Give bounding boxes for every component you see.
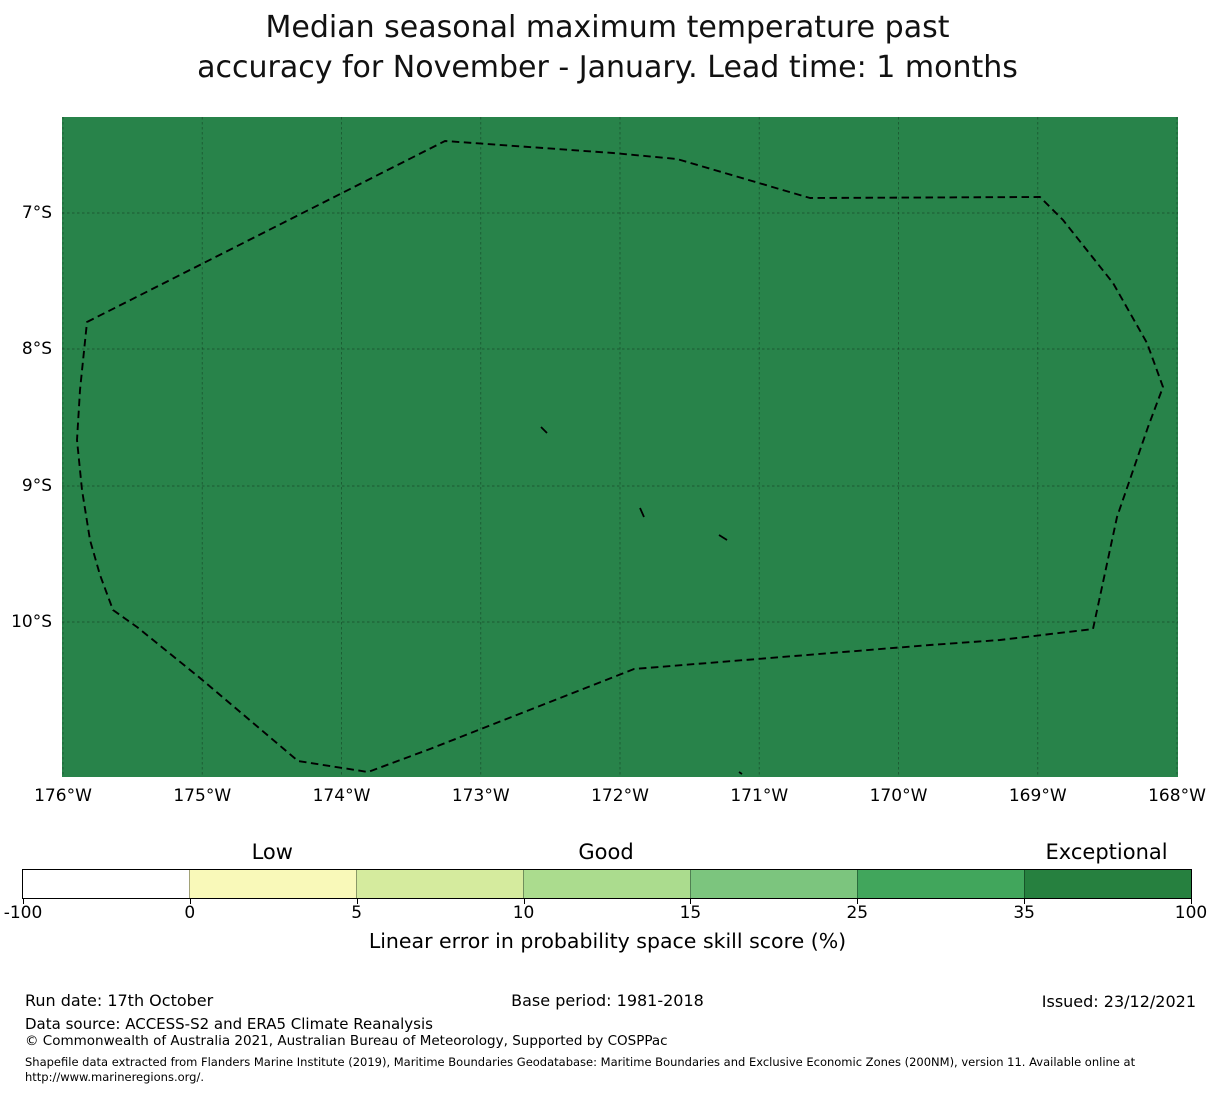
- map-plot-area: [62, 117, 1178, 777]
- colorbar-tick-label: -100: [3, 903, 43, 923]
- data-source-text: Data source: ACCESS-S2 and ERA5 Climate …: [25, 1015, 433, 1033]
- colorbar-category-label: Low: [251, 840, 293, 864]
- colorbar-tick-mark: [356, 899, 358, 904]
- colorbar-tick-label: 35: [1013, 903, 1035, 923]
- island-marks: [540, 426, 743, 775]
- colorbar-segment: [857, 870, 1024, 898]
- x-tick-label: 176°W: [34, 786, 92, 806]
- colorbar: [22, 869, 1192, 899]
- chart-title-line1: Median seasonal maximum temperature past: [265, 10, 950, 45]
- colorbar-tick-label: 10: [512, 903, 535, 923]
- colorbar-segment: [523, 870, 690, 898]
- colorbar-tick-mark: [857, 899, 859, 904]
- shapefile-attribution-text: Shapefile data extracted from Flanders M…: [25, 1055, 1210, 1085]
- colorbar-tick-label: 5: [351, 903, 363, 923]
- colorbar-tick-mark: [690, 899, 692, 904]
- x-tick-label: 169°W: [1008, 786, 1067, 806]
- copyright-text: © Commonwealth of Australia 2021, Austra…: [25, 1033, 668, 1049]
- x-tick-label: 173°W: [451, 786, 510, 806]
- colorbar-segment: [189, 870, 356, 898]
- colorbar-segment: [1024, 870, 1191, 898]
- graticule-gridlines: [62, 117, 1178, 777]
- colorbar-tick-mark: [523, 899, 525, 904]
- y-tick-label: 9°S: [21, 476, 52, 496]
- colorbar-tick-mark: [189, 899, 191, 904]
- x-tick-label: 172°W: [591, 786, 649, 806]
- base-period-text: Base period: 1981-2018: [511, 991, 704, 1010]
- x-tick-label: 171°W: [730, 786, 789, 806]
- colorbar-tick-label: 25: [846, 903, 869, 923]
- x-tick-label: 168°W: [1148, 786, 1206, 806]
- y-tick-label: 8°S: [21, 339, 52, 359]
- shapefile-attribution-line1: Shapefile data extracted from Flanders M…: [25, 1055, 1136, 1069]
- x-tick-label: 170°W: [869, 786, 928, 806]
- colorbar-tick-mark: [23, 899, 24, 904]
- y-tick-label: 7°S: [21, 203, 52, 223]
- colorbar-segment: [356, 870, 523, 898]
- colorbar-segment: [23, 870, 189, 898]
- chart-title: Median seasonal maximum temperature past…: [0, 8, 1215, 88]
- skill-fill-region: [62, 117, 1178, 777]
- colorbar-tick-mark: [1024, 899, 1026, 904]
- issued-date-text: Issued: 23/12/2021: [1041, 992, 1196, 1011]
- colorbar-axis-label: Linear error in probability space skill …: [368, 929, 847, 953]
- x-tick-label: 175°W: [173, 786, 232, 806]
- colorbar-tick-label: 0: [184, 903, 196, 923]
- colorbar-category-label: Good: [578, 840, 634, 864]
- colorbar-category-label: Exceptional: [1045, 840, 1168, 864]
- colorbar-tick-mark: [1191, 899, 1192, 904]
- shapefile-attribution-line2: http://www.marineregions.org/.: [25, 1070, 204, 1084]
- colorbar-tick-label: 100: [1174, 903, 1208, 923]
- y-tick-label: 10°S: [11, 612, 52, 632]
- x-tick-label: 174°W: [312, 786, 371, 806]
- colorbar-segment: [690, 870, 857, 898]
- eez-boundary-dashed-line: [76, 140, 1164, 773]
- chart-title-line2: accuracy for November - January. Lead ti…: [197, 50, 1018, 85]
- run-date-text: Run date: 17th October: [25, 991, 214, 1010]
- colorbar-tick-label: 15: [679, 903, 702, 923]
